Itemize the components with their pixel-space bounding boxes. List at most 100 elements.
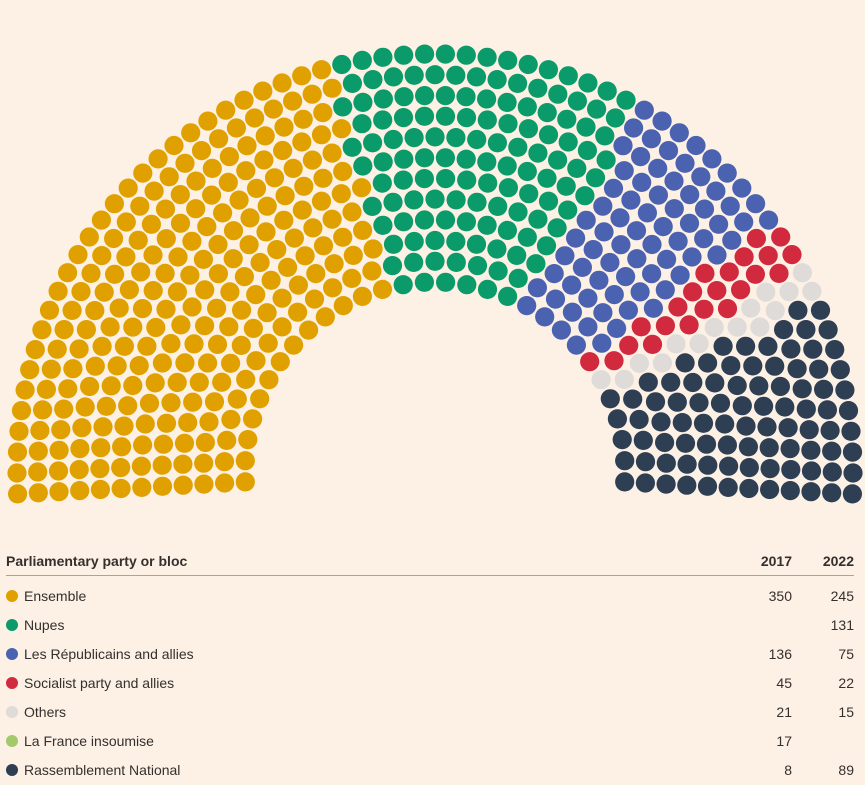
seat-dot [123, 375, 143, 396]
seat-dot [746, 228, 767, 249]
seat-dot [111, 478, 131, 499]
seat-dot [702, 149, 722, 169]
seat-dot [414, 272, 434, 292]
seat-dot [618, 300, 639, 320]
seat-dot [197, 217, 217, 237]
seat-dot [58, 263, 78, 283]
seat-dot [435, 148, 455, 168]
seat-dot [311, 125, 332, 145]
seat-dot [655, 316, 676, 336]
seat-dot [393, 275, 413, 295]
seat-dot [48, 281, 68, 301]
seat-dot [382, 256, 403, 276]
seat-dot [183, 392, 203, 412]
seat-dot [152, 353, 172, 373]
seat-dot [538, 60, 559, 80]
seat-dot [342, 202, 362, 222]
seat-dot [352, 114, 372, 134]
seat-dot [202, 158, 222, 178]
seat-dot [600, 252, 620, 273]
seat-dot [508, 202, 528, 222]
seat-dot [202, 185, 222, 205]
seat-dot [221, 409, 241, 430]
seat-dot [178, 413, 198, 433]
seat-dot [383, 67, 404, 87]
seat-dot [159, 167, 179, 187]
seat-dot [558, 132, 578, 152]
seat-dot [92, 336, 112, 356]
seat-dot [195, 280, 215, 300]
seat-dot [128, 230, 148, 250]
seat-dot [519, 184, 539, 204]
seat-dot [669, 123, 689, 143]
seat-dot [675, 433, 696, 453]
seat-dot [652, 111, 672, 131]
seat-dot [79, 227, 99, 247]
seat-dot [383, 192, 403, 212]
seat-dot [333, 296, 353, 316]
seat-dot [332, 119, 352, 139]
seat-dot [373, 215, 393, 235]
seat-dot [626, 221, 647, 241]
seat-dot [32, 320, 52, 340]
seat-dot [302, 150, 322, 170]
seat-dot [85, 356, 105, 376]
seat-dot [825, 340, 845, 360]
seat-dot [175, 153, 195, 173]
seat-dot [456, 45, 476, 65]
seat-dot [245, 108, 265, 128]
seat-dot [466, 234, 487, 254]
seat-dot [630, 282, 650, 302]
seat-dot [774, 320, 794, 340]
seat-dot [333, 227, 353, 247]
seat-dot [749, 376, 769, 396]
seat-dot [141, 214, 161, 234]
seat-dot [7, 463, 27, 483]
seat-dot [498, 50, 518, 70]
seat-dot [645, 392, 666, 412]
seat-dot [641, 129, 662, 149]
seat-dot [394, 149, 414, 169]
seat-dot [130, 196, 150, 216]
seat-dot [595, 126, 615, 146]
seat-dot [207, 334, 228, 354]
seat-dot [497, 220, 517, 240]
seat-dot [92, 246, 112, 266]
seat-dot [578, 288, 598, 308]
seat-dot [759, 210, 779, 230]
seat-dot [253, 81, 273, 101]
party-row: La France insoumise 17 [6, 727, 854, 756]
seat-dot [648, 185, 669, 205]
seat-dot [567, 158, 587, 178]
seat-dot [85, 301, 105, 321]
seat-dot [698, 353, 718, 373]
seat-dot [691, 167, 711, 187]
seat-dot [758, 336, 778, 356]
seat-dot [621, 190, 641, 210]
seat-dot [353, 92, 373, 112]
seat-dot [548, 84, 568, 104]
seat-dot [578, 73, 598, 93]
seat-dot [363, 70, 383, 90]
seat-dot [216, 100, 236, 120]
seat-dot [732, 396, 752, 416]
seat-dot [664, 171, 684, 191]
seats-2017: 136 [768, 646, 792, 662]
seat-dot [164, 135, 184, 156]
seat-dot [736, 336, 756, 356]
seat-dot [143, 281, 163, 301]
seat-dot [156, 299, 176, 319]
seat-dot [415, 86, 435, 106]
seat-dot [547, 218, 567, 238]
seat-dot [7, 442, 28, 462]
seat-dot [787, 359, 807, 379]
seat-dot [446, 65, 466, 85]
seat-dot [517, 161, 537, 182]
seat-dot [544, 264, 564, 284]
party-row: Ensemble 350 245 [6, 582, 854, 611]
seat-dot [705, 373, 725, 393]
seat-dot [49, 440, 69, 460]
seat-dot [107, 356, 127, 376]
seat-dot [91, 438, 111, 458]
seat-dot [538, 191, 559, 211]
